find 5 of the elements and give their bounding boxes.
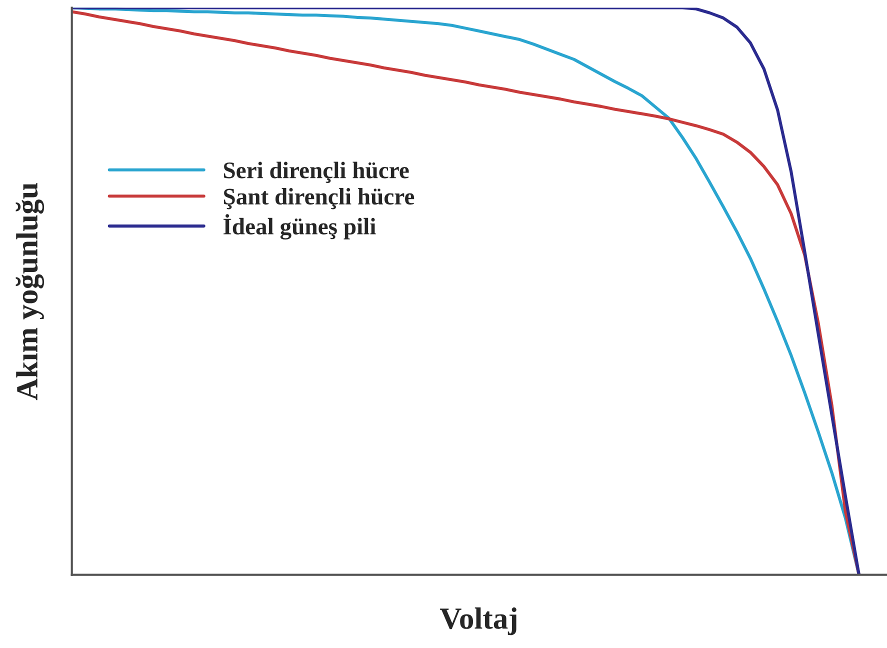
- x-axis-title: Voltaj: [440, 607, 516, 636]
- legend-label: Seri dirençli hücre: [224, 162, 409, 183]
- y-axis-title: Akım yoğunluğu: [16, 182, 44, 400]
- legend-label: İdeal güneş pili: [224, 214, 376, 240]
- legend-label: Şant dirençli hücre: [224, 188, 414, 210]
